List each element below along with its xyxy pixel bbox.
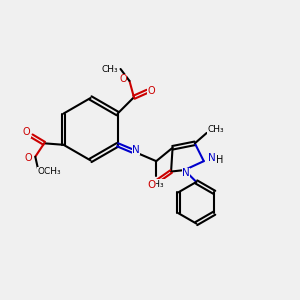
Text: CH₃: CH₃ xyxy=(102,64,118,74)
Text: O: O xyxy=(119,74,127,84)
Text: O: O xyxy=(24,153,32,163)
Text: O: O xyxy=(148,86,156,96)
Text: O: O xyxy=(22,127,30,137)
Text: O: O xyxy=(148,180,156,190)
Text: N: N xyxy=(208,153,216,163)
Text: N: N xyxy=(182,168,190,178)
Text: N: N xyxy=(132,145,140,155)
Text: CH₃: CH₃ xyxy=(148,180,164,189)
Text: CH₃: CH₃ xyxy=(207,125,224,134)
Text: H: H xyxy=(215,155,223,165)
Text: OCH₃: OCH₃ xyxy=(38,167,61,176)
